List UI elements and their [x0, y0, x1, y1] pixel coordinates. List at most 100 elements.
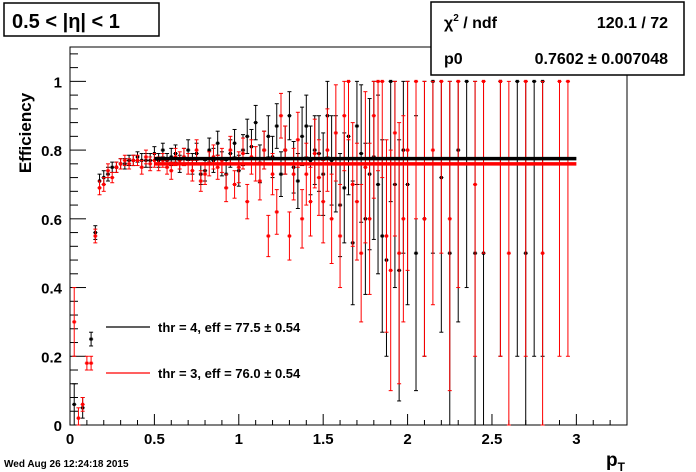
marker [482, 79, 486, 83]
x-tick-label: 0.5 [144, 431, 165, 448]
marker [389, 79, 393, 83]
marker [245, 134, 249, 138]
marker [292, 172, 296, 176]
legend: thr = 4, eff = 77.5 ± 0.54 thr = 3, eff … [106, 320, 301, 381]
marker [414, 251, 418, 255]
marker [85, 361, 89, 365]
marker [76, 416, 80, 420]
data-point [329, 173, 334, 264]
marker [541, 251, 545, 255]
marker [498, 79, 502, 83]
data-point [380, 79, 385, 179]
data-point [371, 80, 376, 199]
marker [169, 169, 173, 173]
marker [317, 176, 321, 180]
data-point [413, 79, 419, 220]
data-point [523, 79, 528, 357]
marker [325, 148, 329, 152]
marker [241, 152, 245, 156]
data-point [447, 80, 452, 392]
data-point [308, 166, 313, 237]
y-tick-label: 0.6 [41, 212, 62, 229]
marker [380, 79, 384, 83]
data-series [72, 79, 571, 426]
data-point [565, 79, 571, 357]
data-point [388, 149, 393, 392]
marker [465, 79, 469, 83]
title-box: 0.5 < |η| < 1 [3, 2, 160, 37]
timestamp: Wed Aug 26 12:24:18 2015 [4, 459, 129, 470]
marker [110, 176, 114, 180]
data-point [397, 122, 402, 385]
x-tick-label: 2.5 [482, 431, 503, 448]
marker [566, 79, 570, 83]
data-point [114, 161, 119, 173]
data-point [346, 79, 351, 141]
data-point [93, 228, 98, 244]
marker [224, 186, 228, 190]
data-point [88, 355, 94, 371]
data-point [148, 156, 153, 172]
data-point [122, 154, 127, 167]
data-point [245, 183, 250, 220]
marker [507, 251, 511, 255]
marker [431, 148, 435, 152]
marker [262, 148, 266, 152]
chi-symbol: χ [444, 15, 454, 32]
data-point [232, 170, 237, 199]
data-point [540, 80, 545, 426]
marker [148, 162, 152, 166]
data-point [80, 397, 85, 412]
data-point [139, 159, 144, 175]
marker [380, 234, 384, 238]
data-point [224, 173, 229, 203]
plot-frame [69, 46, 628, 426]
y-tick-label: 0.2 [41, 349, 62, 366]
data-point [101, 177, 106, 192]
data-point [422, 80, 427, 357]
marker [161, 148, 165, 152]
marker [532, 79, 536, 83]
marker [330, 217, 334, 221]
marker [448, 217, 452, 221]
marker [300, 134, 304, 138]
marker [557, 79, 561, 83]
marker [165, 165, 169, 169]
marker [228, 148, 232, 152]
marker [355, 124, 359, 128]
marker [140, 165, 144, 169]
marker [368, 217, 372, 221]
marker [233, 141, 237, 145]
y-tick-label: 0 [54, 418, 62, 435]
data-point [76, 407, 81, 426]
marker [524, 79, 528, 83]
x-tick-label: 0 [66, 431, 74, 448]
marker [237, 165, 241, 169]
marker [216, 141, 220, 145]
marker [414, 79, 418, 83]
y-tick-label: 0.8 [41, 143, 62, 160]
marker [110, 165, 114, 169]
data-point [287, 91, 292, 141]
data-point [439, 79, 444, 254]
stats-row-2-label: p0 [444, 51, 463, 68]
marker [363, 165, 367, 169]
title-box-frame [3, 2, 160, 37]
data-point [97, 180, 102, 196]
marker [207, 148, 211, 152]
x-tick-label: 3 [572, 431, 580, 448]
data-point [118, 158, 123, 170]
marker [98, 186, 102, 190]
marker [406, 148, 410, 152]
data-point [84, 355, 89, 371]
data-point [405, 80, 410, 271]
data-point [299, 189, 305, 249]
data-point [384, 139, 389, 333]
data-point [401, 115, 406, 323]
data-point [278, 92, 284, 139]
stats-row-1-value: 120.1 / 72 [597, 15, 668, 32]
marker [401, 217, 405, 221]
data-point [481, 79, 486, 254]
data-point [557, 79, 562, 357]
marker [515, 79, 519, 83]
